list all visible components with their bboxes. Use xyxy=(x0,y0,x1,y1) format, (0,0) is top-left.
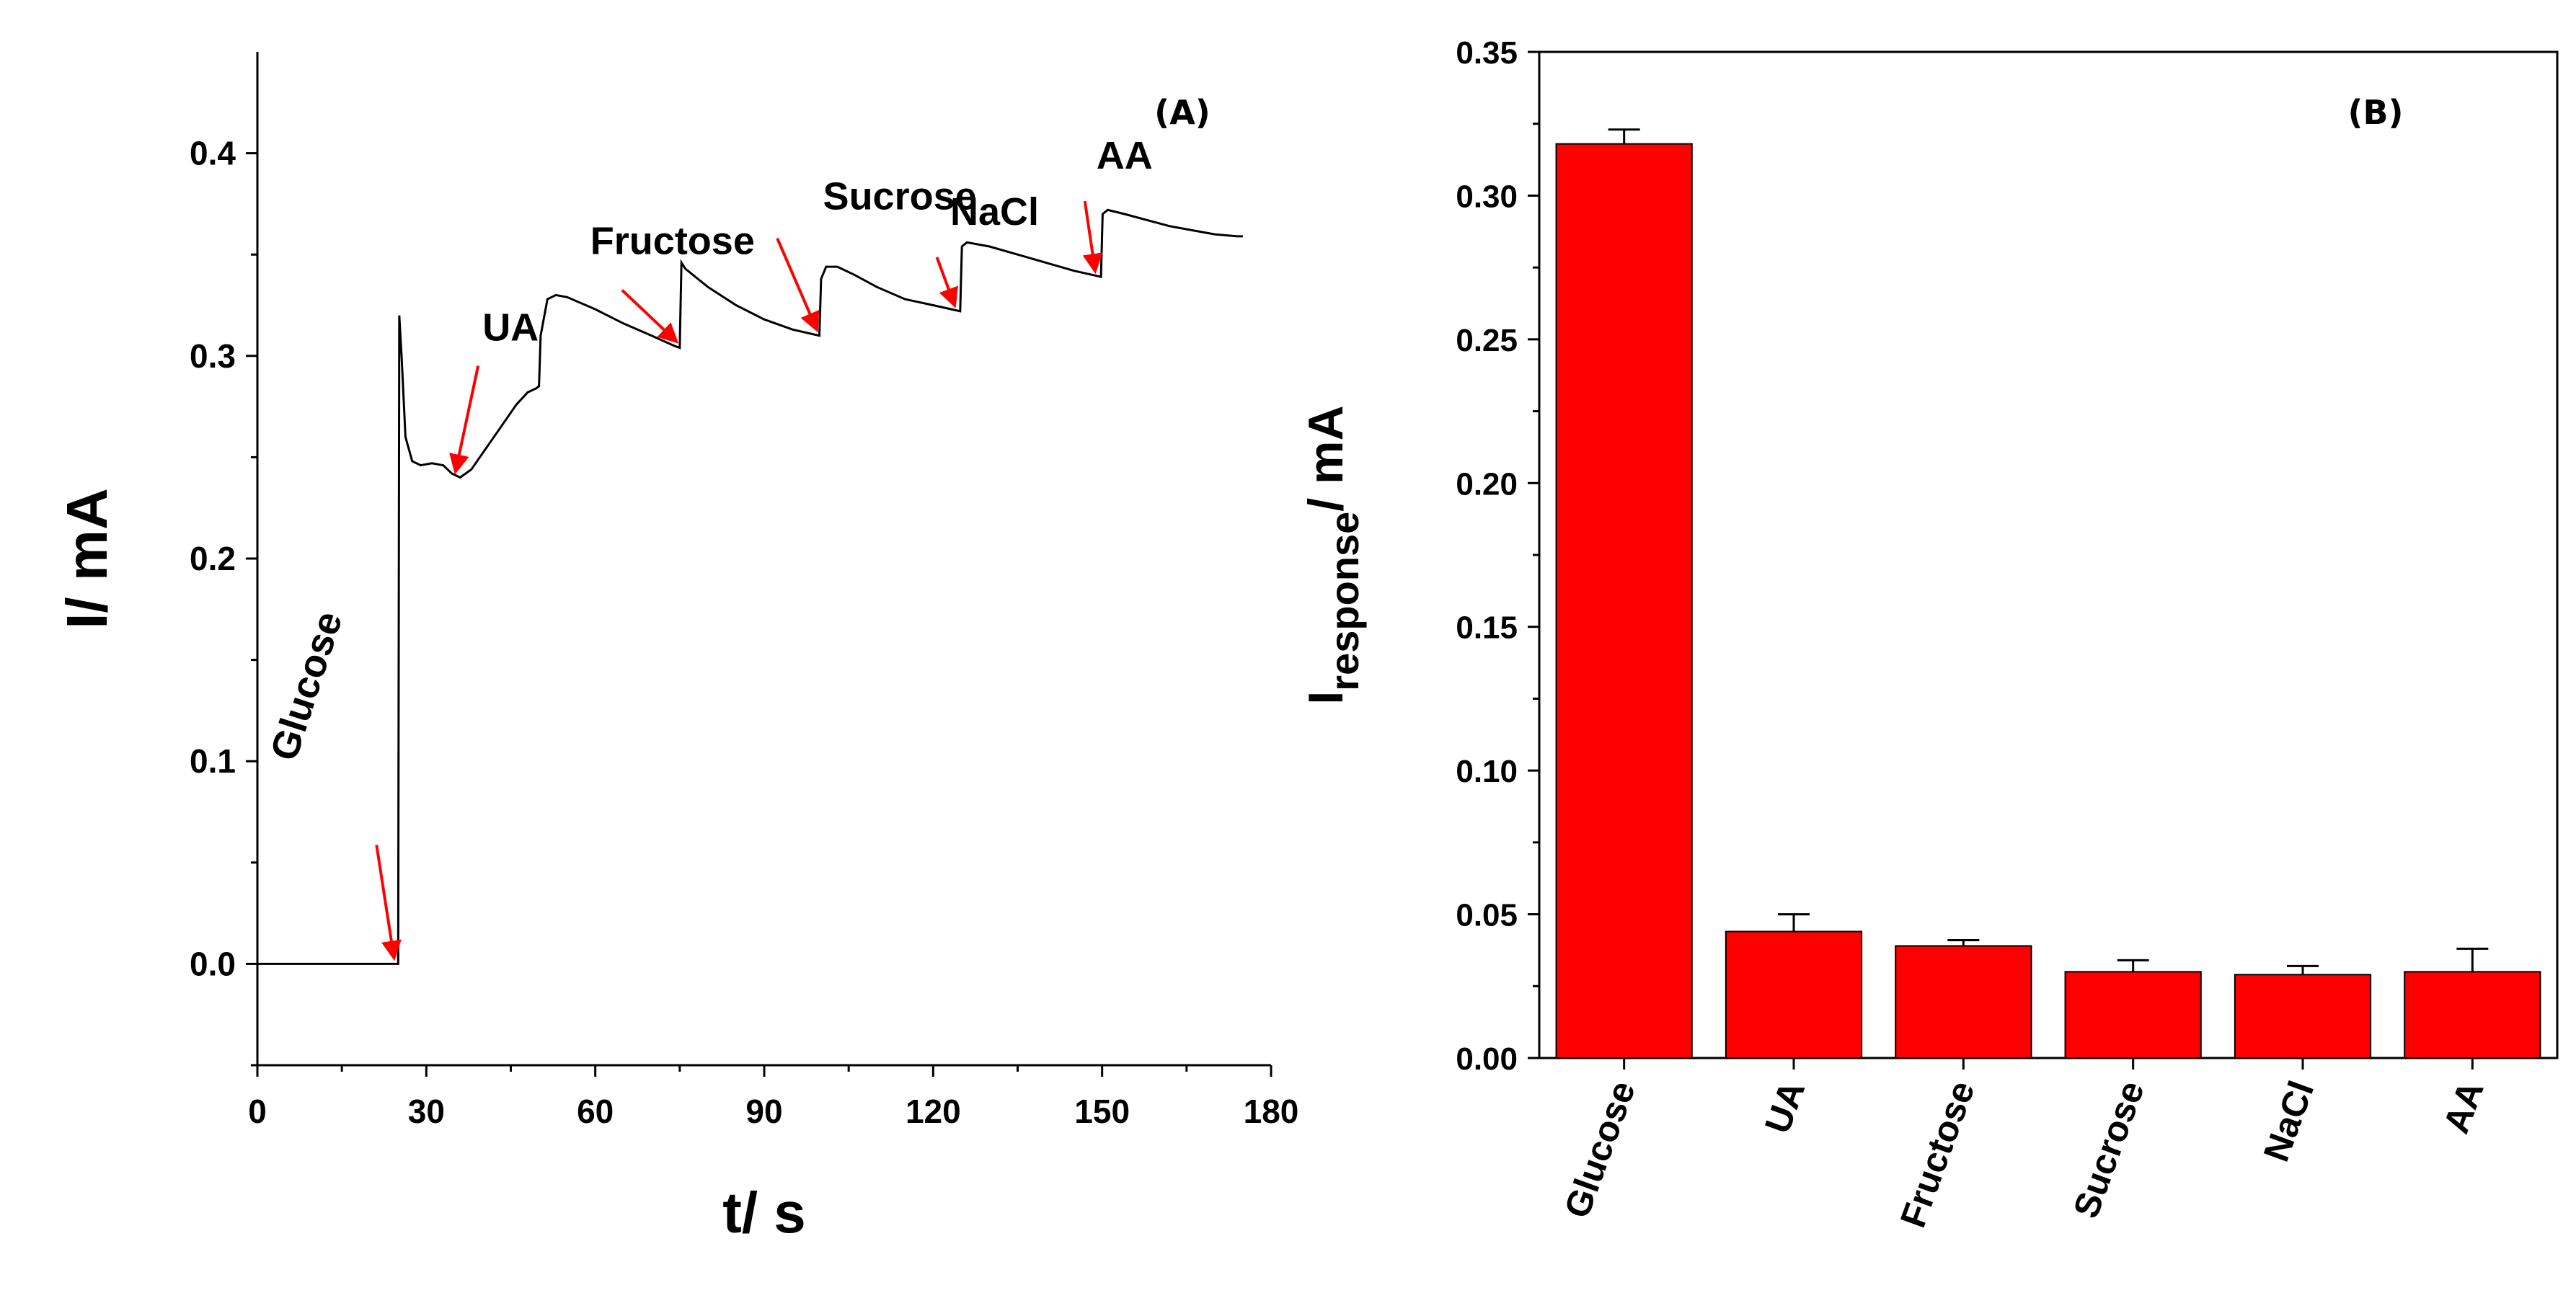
panel-b-y-axis-label-sub: response xyxy=(1322,512,1367,691)
annotation-arrow-sucrose xyxy=(776,237,820,333)
panel-a-x-tick-label: 90 xyxy=(745,1093,782,1130)
category-label-glucose: Glucose xyxy=(1557,1076,1643,1224)
panel-b-bar-chart: 0.00 0.05 0.10 0.15 0.20 0.25 0.30 0.35 Glucose… xyxy=(1298,35,2559,1232)
panel-b-y-tick-label: 0.35 xyxy=(1456,35,1518,71)
panel-b-y-tick-label: 0.05 xyxy=(1456,898,1518,933)
panel-a-y-tick-label: 0.4 xyxy=(190,135,236,172)
bar-ua xyxy=(1725,930,1863,1059)
panel-b-y-axis-label: Iresponse/ mA xyxy=(1298,405,1367,704)
bar-fructose xyxy=(1895,945,2032,1059)
panel-a-y-axis-label: I/ mA xyxy=(55,488,119,629)
panel-a-x-axis-label: t/ s xyxy=(722,1181,806,1245)
panel-a-x-tick-label: 0 xyxy=(248,1093,267,1130)
category-label-aa: AA xyxy=(2435,1076,2491,1139)
category-label-nacl: NaCl xyxy=(2256,1076,2322,1167)
annotation-arrow-aa xyxy=(1082,200,1103,275)
annotation-label-fructose: Fructose xyxy=(590,220,755,263)
panel-a-y-ticks: 0.0 0.1 0.2 0.3 0.4 xyxy=(190,135,257,1067)
panel-b-y-axis-label-suffix: / mA xyxy=(1298,405,1353,511)
panel-a-x-tick-label: 60 xyxy=(577,1093,614,1130)
category-label-fructose: Fructose xyxy=(1893,1076,1983,1233)
panel-b-y-axis-label-main: I xyxy=(1298,691,1353,705)
annotation-label-nacl: NaCl xyxy=(950,190,1039,234)
panel-a-x-tick-label: 180 xyxy=(1244,1093,1299,1130)
panel-b-y-tick-label: 0.25 xyxy=(1456,323,1518,358)
panel-a-y-tick-label: 0.2 xyxy=(190,540,236,577)
panel-b-y-ticks: 0.00 0.05 0.10 0.15 0.20 0.25 0.30 0.35 xyxy=(1456,35,1539,1077)
panel-a-x-tick-label: 150 xyxy=(1074,1093,1130,1130)
panel-a-x-tick-label: 120 xyxy=(906,1093,961,1130)
panel-b-x-ticks: Glucose UA Fructose Sucrose NaCl AA xyxy=(1557,1058,2492,1232)
bar-nacl xyxy=(2234,974,2372,1059)
annotation-arrow-fructose xyxy=(621,289,679,344)
annotation-label-aa: AA xyxy=(1097,134,1153,177)
panel-b-y-tick-label: 0.15 xyxy=(1456,610,1518,646)
annotation-arrow-glucose xyxy=(375,845,402,961)
category-label-sucrose: Sucrose xyxy=(2066,1076,2152,1224)
bar-aa xyxy=(2404,971,2541,1059)
panel-b-y-tick-label: 0.30 xyxy=(1456,179,1518,214)
panel-a-x-tick-label: 30 xyxy=(408,1093,445,1130)
panel-a-y-tick-label: 0.3 xyxy=(190,337,236,375)
panel-b-y-tick-label: 0.10 xyxy=(1456,754,1518,789)
panel-b-bars xyxy=(1555,128,2541,1059)
panel-a-y-tick-label: 0.1 xyxy=(190,742,236,780)
category-label-ua: UA xyxy=(1757,1076,1813,1139)
panel-a-current-line xyxy=(257,208,1243,965)
annotation-label-ua: UA xyxy=(482,306,539,350)
panel-a-line-chart: 0.0 0.1 0.2 0.3 0.4 0 30 60 90 120 150 180 Glucose… xyxy=(55,52,1298,1245)
panel-a-y-tick-label: 0.0 xyxy=(190,945,236,982)
annotation-arrow-ua xyxy=(449,365,480,475)
panel-a-label: (A) xyxy=(1154,93,1210,132)
panel-b-label: (B) xyxy=(2347,93,2403,132)
panel-b-y-tick-label: 0.20 xyxy=(1456,466,1518,502)
bar-glucose xyxy=(1555,143,1693,1059)
annotation-label-sucrose: Sucrose xyxy=(823,175,977,218)
annotation-label-glucose: Glucose xyxy=(262,606,351,765)
panel-b-y-tick-label: 0.00 xyxy=(1456,1041,1518,1077)
panel-a-x-ticks: 0 30 60 90 120 150 180 xyxy=(248,1065,1298,1130)
annotation-arrow-nacl xyxy=(935,257,958,308)
bar-sucrose xyxy=(2064,971,2202,1059)
